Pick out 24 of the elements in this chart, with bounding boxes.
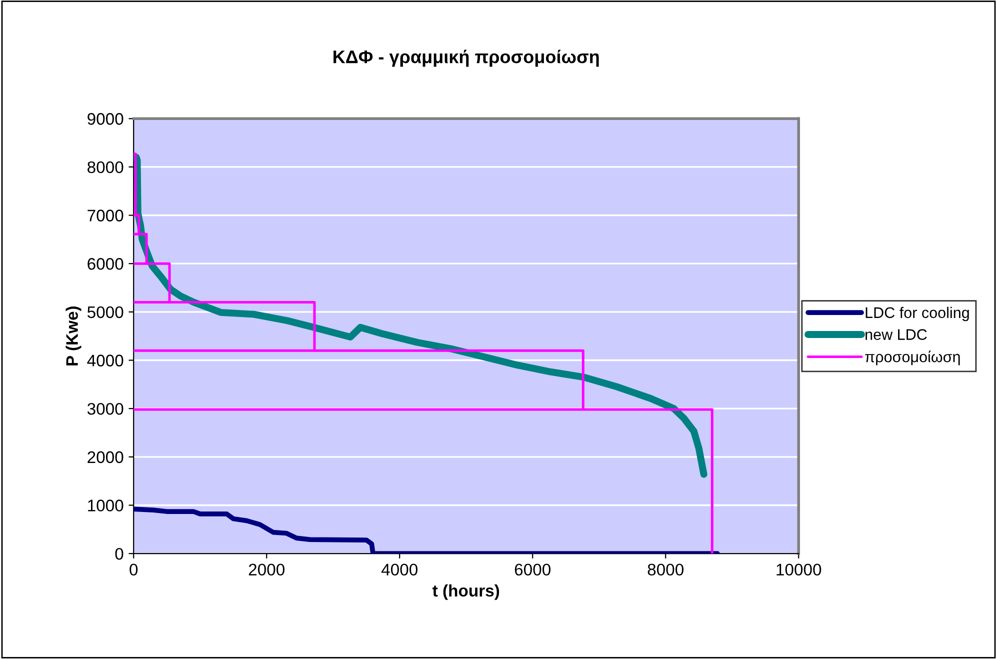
x-tick-label: 6000	[514, 564, 550, 576]
legend-label: προσομοίωση	[865, 350, 960, 366]
y-tick-label: 6000	[88, 258, 124, 270]
x-tick-label: 10000	[776, 564, 822, 576]
y-axis-title: P (Kwe)	[66, 306, 82, 366]
x-tick-label: 4000	[381, 564, 418, 576]
y-tick-label: 4000	[87, 354, 124, 366]
line-series	[134, 152, 714, 554]
y-tick-label: 9000	[88, 113, 124, 125]
y-tick-label: 0	[115, 548, 124, 560]
x-axis-title: t (hours)	[432, 584, 500, 600]
x-tick-label: 2000	[248, 564, 284, 576]
chart-title: ΚΔΦ - γραμμική προσομοίωση	[334, 50, 599, 67]
line-series	[134, 506, 720, 554]
y-tick-label: 2000	[88, 451, 124, 464]
legend-label: LDC for cooling	[866, 306, 969, 322]
x-tick-label: 0	[130, 564, 138, 576]
y-tick-label: 8000	[88, 161, 124, 174]
y-tick-label: 3000	[87, 402, 124, 415]
y-tick-label: 1000	[88, 500, 124, 512]
y-tick-label: 5000	[87, 306, 124, 318]
y-tick-label: 7000	[88, 210, 124, 222]
legend-label: new LDC	[866, 329, 927, 340]
x-tick-label: 8000	[648, 564, 684, 576]
